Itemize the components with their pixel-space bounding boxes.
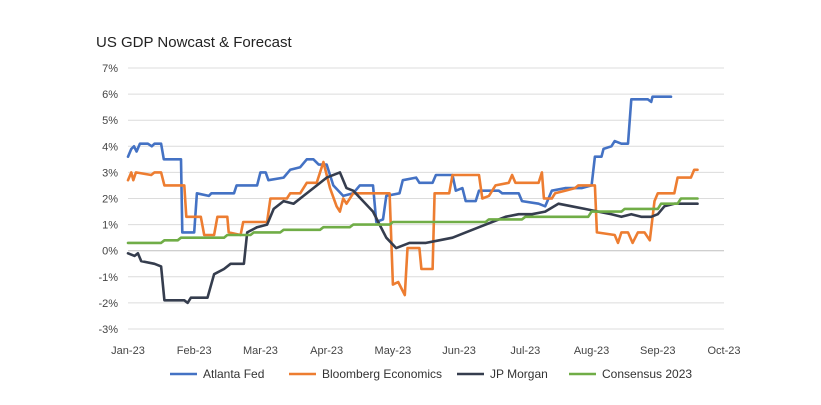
y-tick-label: 6% — [102, 89, 118, 101]
legend-label-bloomberg-economics: Bloomberg Economics — [322, 367, 442, 381]
legend: Atlanta Fed Bloomberg Economics JP Morgan C… — [170, 367, 692, 381]
x-tick-label: Jun-23 — [442, 345, 476, 357]
y-tick-label: -2% — [98, 298, 118, 310]
y-tick-label: 2% — [102, 194, 118, 206]
x-tick-label: Mar-23 — [243, 345, 278, 357]
x-tick-label: Jul-23 — [510, 345, 540, 357]
y-tick-label: 1% — [102, 220, 118, 232]
series-line-consensus-2023 — [126, 197, 699, 245]
legend-label-consensus-2023: Consensus 2023 — [602, 367, 692, 381]
x-axis-ticks: Jan-23 Feb-23 Mar-23 Apr-23 May-23 Jun-23 Jul-… — [111, 345, 740, 357]
y-tick-label: -1% — [98, 272, 118, 284]
x-tick-label: Apr-23 — [310, 345, 343, 357]
y-tick-label: -3% — [98, 324, 118, 336]
y-tick-label: 5% — [102, 115, 118, 127]
y-tick-label: 4% — [102, 141, 118, 153]
x-tick-label: Oct-23 — [707, 345, 740, 357]
series-lines — [126, 95, 699, 305]
x-tick-label: Aug-23 — [574, 345, 609, 357]
y-axis-ticks: 7% 6% 5% 4% 3% 2% 1% 0% -1% -2% -3% — [98, 63, 118, 336]
series-line-jp-morgan — [126, 171, 699, 305]
y-tick-label: 7% — [102, 63, 118, 75]
x-tick-label: Jan-23 — [111, 345, 145, 357]
legend-label-atlanta-fed: Atlanta Fed — [203, 367, 264, 381]
x-tick-label: May-23 — [375, 345, 412, 357]
chart-title: US GDP Nowcast & Forecast — [96, 34, 292, 51]
series-line-atlanta-fed — [126, 95, 673, 234]
x-tick-label: Sep-23 — [640, 345, 675, 357]
y-tick-label: 0% — [102, 246, 118, 258]
x-tick-label: Feb-23 — [177, 345, 212, 357]
y-tick-label: 3% — [102, 167, 118, 179]
series-line-bloomberg-economics — [126, 160, 699, 297]
gridlines — [128, 67, 724, 330]
legend-label-jp-morgan: JP Morgan — [490, 367, 548, 381]
